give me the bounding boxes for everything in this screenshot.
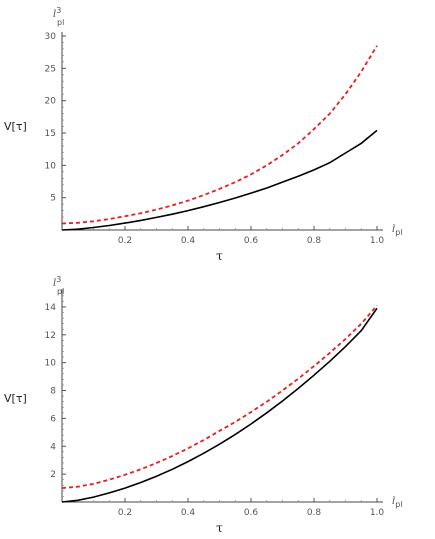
y-tick-label: 14 (45, 303, 57, 313)
x-tick-label: 0.6 (244, 508, 259, 518)
x-tick-label: 0.8 (307, 236, 322, 246)
y-tick-label: 2 (50, 470, 56, 480)
red-dashed-line (61, 45, 378, 225)
y-tick-label: 15 (45, 129, 56, 139)
y-tick-label: 25 (45, 64, 56, 74)
x-tick-label: 0.8 (307, 508, 322, 518)
x-tick-label: 0.4 (181, 236, 196, 246)
y-tick-label: 5 (50, 194, 56, 204)
x-tick-label: 0.2 (118, 508, 132, 518)
x-axis-label: τ (216, 249, 223, 263)
x-tick-label: 1.0 (370, 236, 385, 246)
x-unit-label: lpl (392, 496, 403, 509)
red-dashed-line (61, 304, 378, 489)
y-unit-subscript: pl (57, 18, 64, 27)
x-axis-label: τ (216, 521, 223, 535)
y-tick-label: 6 (50, 414, 56, 424)
y-tick-label: 8 (50, 387, 56, 397)
y-tick-label: 4 (50, 442, 56, 452)
x-tick-label: 0.4 (181, 508, 196, 518)
y-tick-label: 30 (45, 32, 57, 42)
y-tick-label: 20 (45, 97, 57, 107)
y-axis-label: V[τ] (4, 392, 27, 405)
y-tick-label: 12 (45, 331, 56, 341)
y-tick-label: 10 (45, 359, 57, 369)
black-solid-line (61, 307, 378, 503)
x-tick-label: 1.0 (370, 508, 385, 518)
y-axis-label: V[τ] (4, 120, 27, 133)
y-unit-subscript: pl (57, 287, 64, 296)
y-tick-label: 10 (45, 161, 57, 171)
x-tick-label: 0.2 (118, 236, 132, 246)
black-solid-line (61, 129, 378, 231)
y-unit-label: l3 (53, 275, 61, 289)
x-tick-label: 0.6 (244, 236, 259, 246)
y-unit-label: l3 (53, 6, 61, 20)
x-unit-label: lpl (392, 224, 403, 237)
